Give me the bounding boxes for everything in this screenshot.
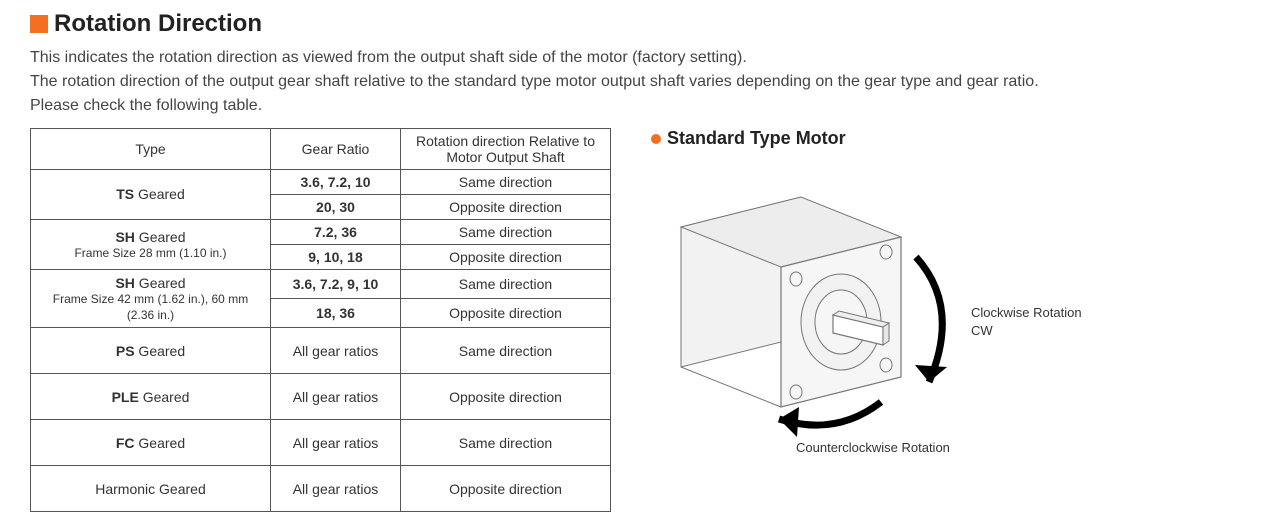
table-row: FC GearedAll gear ratiosSame direction (31, 420, 611, 466)
header-type: Type (31, 129, 271, 170)
cell-type: FC Geared (31, 420, 271, 466)
cell-ratio: 3.6, 7.2, 10 (271, 170, 401, 195)
table-row: TS Geared3.6, 7.2, 10Same direction (31, 170, 611, 195)
cell-ratio: All gear ratios (271, 328, 401, 374)
cell-type: SH GearedFrame Size 28 mm (1.10 in.) (31, 220, 271, 270)
cell-direction: Same direction (401, 220, 611, 245)
cw-label-1: Clockwise Rotation (971, 305, 1082, 320)
cell-ratio: 7.2, 36 (271, 220, 401, 245)
cell-ratio: 20, 30 (271, 195, 401, 220)
cell-direction: Same direction (401, 420, 611, 466)
intro-line-1: This indicates the rotation direction as… (30, 49, 747, 66)
table-row: PS GearedAll gear ratiosSame direction (31, 328, 611, 374)
cell-type: SH GearedFrame Size 42 mm (1.62 in.), 60… (31, 270, 271, 328)
heading-text: Rotation Direction (54, 10, 262, 38)
cell-direction: Opposite direction (401, 299, 611, 328)
bullet-icon (651, 134, 661, 144)
header-ratio: Gear Ratio (271, 129, 401, 170)
cell-direction: Opposite direction (401, 374, 611, 420)
rotation-table-wrap: Type Gear Ratio Rotation direction Relat… (30, 128, 611, 512)
table-body: TS Geared3.6, 7.2, 10Same direction20, 3… (31, 170, 611, 512)
motor-diagram-wrap: Standard Type Motor (651, 128, 1250, 457)
table-row: SH GearedFrame Size 42 mm (1.62 in.), 60… (31, 270, 611, 299)
diagram-title-text: Standard Type Motor (667, 128, 846, 149)
diagram-title: Standard Type Motor (651, 128, 1250, 149)
ccw-label-1: Counterclockwise Rotation (796, 440, 950, 455)
cell-ratio: 3.6, 7.2, 9, 10 (271, 270, 401, 299)
cell-type: Harmonic Geared (31, 466, 271, 512)
table-row: PLE GearedAll gear ratiosOpposite direct… (31, 374, 611, 420)
cell-ratio: 9, 10, 18 (271, 245, 401, 270)
cell-type: PLE Geared (31, 374, 271, 420)
ccw-arrow-icon (779, 402, 881, 437)
table-row: Harmonic GearedAll gear ratiosOpposite d… (31, 466, 611, 512)
intro-paragraph: This indicates the rotation direction as… (30, 46, 1250, 118)
motor-svg: Clockwise Rotation CW Counterclockwise R… (651, 157, 1151, 457)
cell-ratio: 18, 36 (271, 299, 401, 328)
cell-direction: Opposite direction (401, 245, 611, 270)
rotation-table: Type Gear Ratio Rotation direction Relat… (30, 128, 611, 512)
cw-label-2: CW (971, 323, 993, 338)
cell-ratio: All gear ratios (271, 420, 401, 466)
content-row: Type Gear Ratio Rotation direction Relat… (30, 128, 1250, 512)
cell-direction: Same direction (401, 328, 611, 374)
cell-direction: Same direction (401, 170, 611, 195)
section-heading: Rotation Direction (30, 10, 1250, 38)
cell-direction: Opposite direction (401, 195, 611, 220)
cell-direction: Opposite direction (401, 466, 611, 512)
cell-ratio: All gear ratios (271, 466, 401, 512)
cell-direction: Same direction (401, 270, 611, 299)
cell-ratio: All gear ratios (271, 374, 401, 420)
heading-square-icon (30, 15, 48, 33)
header-direction: Rotation direction Relative to Motor Out… (401, 129, 611, 170)
table-row: SH GearedFrame Size 28 mm (1.10 in.)7.2,… (31, 220, 611, 245)
cell-type: PS Geared (31, 328, 271, 374)
cw-arrow-icon (915, 257, 947, 382)
intro-line-2: The rotation direction of the output gea… (30, 73, 1039, 90)
cell-type: TS Geared (31, 170, 271, 220)
intro-line-3: Please check the following table. (30, 97, 262, 114)
table-header-row: Type Gear Ratio Rotation direction Relat… (31, 129, 611, 170)
